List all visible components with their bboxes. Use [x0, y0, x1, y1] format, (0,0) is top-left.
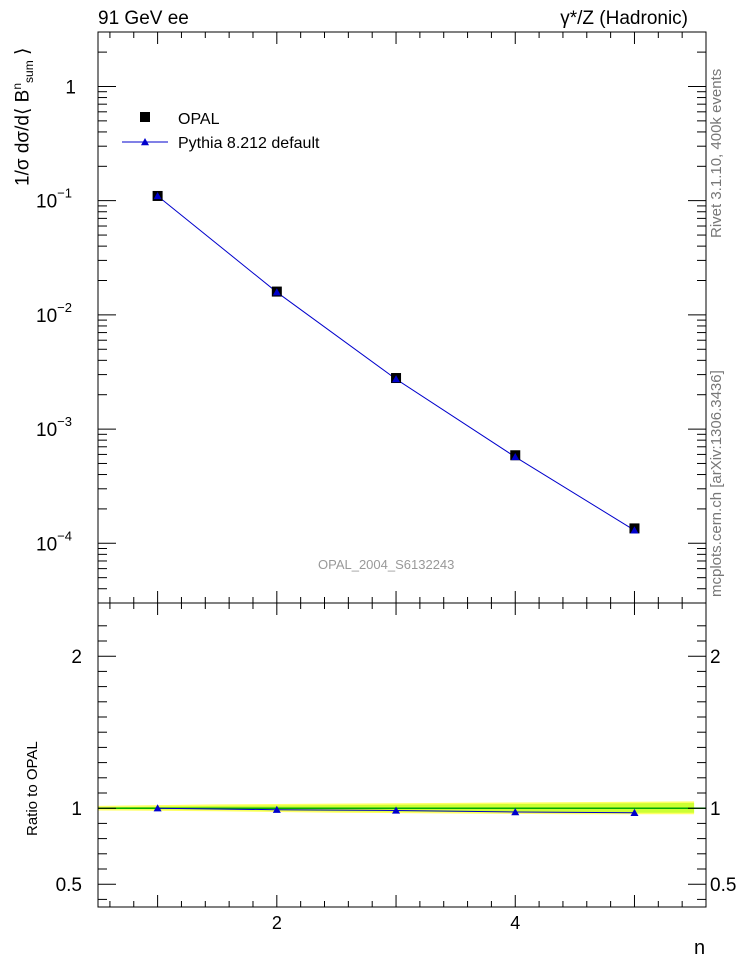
legend-data-marker: [140, 112, 150, 122]
ratio-mc-point: [630, 808, 639, 816]
x-tick-label: 4: [510, 913, 520, 933]
header-right-title: γ*/Z (Hadronic): [560, 8, 688, 29]
ratio-y-tick-label-right: 2: [710, 647, 721, 668]
mc-series-line: [157, 195, 635, 531]
ratio-mc-point: [272, 805, 281, 813]
main-y-tick-exponent: −2: [57, 300, 72, 315]
main-y-tick-label: 10−1: [36, 186, 72, 213]
legend-data-label: OPAL: [178, 111, 220, 128]
main-y-tick-label: 1: [65, 77, 76, 98]
watermark: OPAL_2004_S6132243: [318, 557, 455, 572]
header-left-title: 91 GeV ee: [98, 8, 189, 29]
main-y-tick-label: 10−2: [36, 300, 72, 327]
x-axis-label: n: [694, 937, 706, 959]
main-y-tick-exponent: −4: [57, 528, 72, 543]
legend-mc-label: Pythia 8.212 default: [178, 135, 320, 152]
ratio-y-tick-label-right: 0.5: [710, 875, 736, 896]
ratio-y-tick-label: 2: [71, 647, 82, 668]
mc-point: [153, 191, 162, 200]
main-y-tick-label: 10−3: [36, 414, 72, 441]
ratio-mc-point: [392, 806, 401, 814]
x-tick-label: 2: [272, 913, 282, 933]
ratio-y-tick-label: 0.5: [56, 875, 82, 896]
mc-point: [511, 452, 520, 461]
ratio-mc-point: [153, 804, 162, 812]
mc-point: [630, 526, 639, 534]
mc-point: [392, 375, 401, 383]
mc-point: [272, 288, 281, 296]
legend-mc-marker: [141, 138, 149, 146]
main-y-tick-exponent: −3: [57, 414, 72, 429]
ratio-y-tick-label: 1: [71, 799, 82, 820]
ratio-mc-point: [511, 808, 520, 816]
main-y-tick-exponent: −1: [57, 186, 72, 201]
main-y-tick-label: 10−4: [36, 528, 72, 555]
ratio-panel-frame: [97, 602, 707, 908]
ratio-y-tick-label-right: 1: [710, 799, 721, 820]
